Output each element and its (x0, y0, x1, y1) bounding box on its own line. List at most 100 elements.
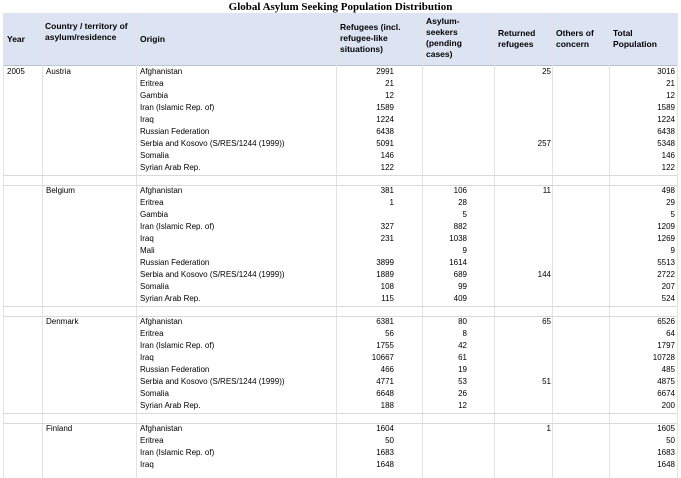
refugees-cell: 466 (380, 365, 394, 374)
table-row: Syrian Arab Rep. 122 122 (0, 162, 681, 174)
table-row: Iraq 1224 1224 (0, 114, 681, 126)
table-row: Russian Federation 3899 1614 5513 (0, 257, 681, 269)
table-row: Syrian Arab Rep. 115 409 524 (0, 293, 681, 305)
table-row: Russian Federation 466 19 485 (0, 364, 681, 376)
origin-cell: Syrian Arab Rep. (140, 401, 201, 410)
total-cell: 1209 (657, 222, 675, 231)
refugees-cell: 1589 (376, 103, 394, 112)
asylum-cell: 28 (458, 198, 467, 207)
total-cell: 1269 (657, 234, 675, 243)
origin-cell: Russian Federation (140, 258, 210, 267)
total-cell: 1648 (657, 460, 675, 469)
table-row: Iran (Islamic Rep. of) 1755 42 1797 (0, 340, 681, 352)
origin-cell: Russian Federation (140, 365, 210, 374)
total-cell: 64 (666, 329, 675, 338)
returned-cell: 257 (537, 139, 551, 148)
total-cell: 5 (670, 210, 675, 219)
origin-cell: Serbia and Kosovo (S/RES/1244 (1999)) (140, 270, 285, 279)
refugees-cell: 6381 (376, 317, 394, 326)
total-cell: 6674 (657, 389, 675, 398)
origin-cell: Syrian Arab Rep. (140, 294, 201, 303)
returned-cell: 51 (542, 377, 551, 386)
refugees-cell: 381 (380, 186, 394, 195)
header-origin: Origin (140, 34, 166, 44)
refugees-cell: 10667 (371, 353, 394, 362)
origin-cell: Eritrea (140, 198, 164, 207)
page-title: Global Asylum Seeking Population Distrib… (228, 1, 453, 13)
country-cell: Austria (46, 67, 71, 76)
total-cell: 50 (666, 436, 675, 445)
header-others: Others of concern (556, 28, 594, 49)
refugees-cell: 5091 (376, 139, 394, 148)
table-row: Afghanistan 381 106 11 498 (0, 185, 681, 197)
table-row: Afghanistan 2991 25 3016 (0, 66, 681, 78)
returned-cell: 65 (542, 317, 551, 326)
origin-cell: Eritrea (140, 436, 164, 445)
origin-cell: Iran (Islamic Rep. of) (140, 341, 215, 350)
refugees-cell: 6648 (376, 389, 394, 398)
refugees-cell: 1683 (376, 448, 394, 457)
total-cell: 3016 (657, 67, 675, 76)
origin-cell: Afghanistan (140, 186, 183, 195)
table-row: Iran (Islamic Rep. of) 327 882 1209 (0, 221, 681, 233)
country-cell: Finland (46, 424, 73, 433)
origin-cell: Iran (Islamic Rep. of) (140, 448, 215, 457)
origin-cell: Somalia (140, 282, 169, 291)
asylum-cell: 42 (458, 341, 467, 350)
table-row: Eritrea 1 28 29 (0, 197, 681, 209)
refugees-cell: 1604 (376, 424, 394, 433)
total-cell: 29 (666, 198, 675, 207)
asylum-cell: 53 (458, 377, 467, 386)
asylum-cell: 12 (458, 401, 467, 410)
origin-cell: Syrian Arab Rep. (140, 163, 201, 172)
header-year: Year (7, 34, 25, 44)
table-header: Year Country / territory of asylum/resid… (3, 13, 677, 66)
origin-cell: Afghanistan (140, 67, 183, 76)
origin-cell: Gambia (140, 91, 169, 100)
table-row: Somalia 146 146 (0, 150, 681, 162)
refugees-cell: 1889 (376, 270, 394, 279)
table-row: Mali 9 9 (0, 245, 681, 257)
asylum-cell: 106 (453, 186, 467, 195)
total-cell: 10728 (652, 353, 675, 362)
table-row: Iraq 231 1038 1269 (0, 233, 681, 245)
refugees-cell: 3899 (376, 258, 394, 267)
origin-cell: Serbia and Kosovo (S/RES/1244 (1999)) (140, 377, 285, 386)
returned-cell: 1 (546, 424, 551, 433)
total-cell: 6438 (657, 127, 675, 136)
total-cell: 5513 (657, 258, 675, 267)
group-separator (3, 306, 677, 317)
refugees-cell: 56 (385, 329, 394, 338)
asylum-cell: 1038 (449, 234, 467, 243)
header-total: Total Population (613, 28, 657, 49)
refugees-cell: 6438 (376, 127, 394, 136)
returned-cell: 144 (537, 270, 551, 279)
total-cell: 122 (661, 163, 675, 172)
table-row: Serbia and Kosovo (S/RES/1244 (1999)) 188… (0, 269, 681, 281)
refugees-cell: 122 (380, 163, 394, 172)
origin-cell: Serbia and Kosovo (S/RES/1244 (1999)) (140, 139, 285, 148)
header-refugees: Refugees (incl. refugee-like situations) (340, 22, 401, 54)
asylum-cell: 9 (462, 246, 467, 255)
asylum-cell: 99 (458, 282, 467, 291)
origin-cell: Iraq (140, 353, 154, 362)
table-row: Eritrea 56 8 64 (0, 328, 681, 340)
refugees-cell: 1 (389, 198, 394, 207)
origin-cell: Mali (140, 246, 155, 255)
table-row: Iraq 10667 61 10728 (0, 352, 681, 364)
table-row: Eritrea 21 21 (0, 78, 681, 90)
table-row: Gambia 5 5 (0, 209, 681, 221)
table-row: Iraq 1648 1648 (0, 459, 681, 471)
total-cell: 146 (661, 151, 675, 160)
table-row: Iran (Islamic Rep. of) 1683 1683 (0, 447, 681, 459)
origin-cell: Eritrea (140, 79, 164, 88)
total-cell: 207 (661, 282, 675, 291)
origin-cell: Iran (Islamic Rep. of) (140, 222, 215, 231)
refugees-cell: 327 (380, 222, 394, 231)
total-cell: 1797 (657, 341, 675, 350)
refugees-cell: 2991 (376, 67, 394, 76)
refugees-cell: 1224 (376, 115, 394, 124)
header-returned: Returned refugees (498, 28, 536, 49)
total-cell: 9 (670, 246, 675, 255)
country-cell: Denmark (46, 317, 79, 326)
